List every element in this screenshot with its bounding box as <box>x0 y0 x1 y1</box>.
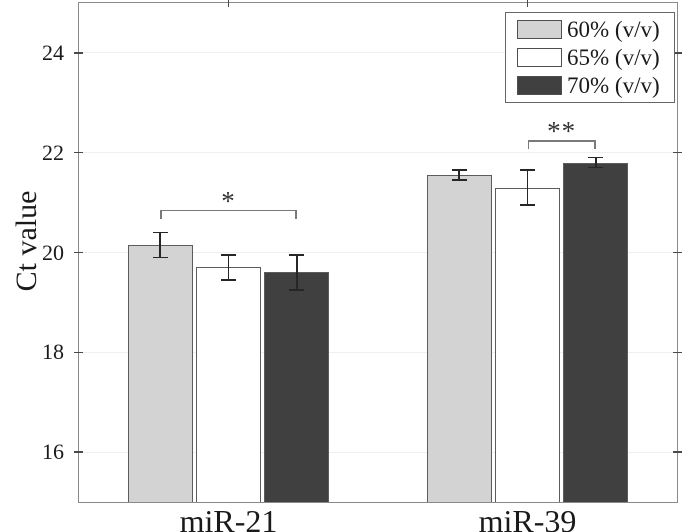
y-tick-mark <box>673 351 682 354</box>
error-bar-cap <box>451 179 467 181</box>
bar-miR-21-70% <box>264 272 330 503</box>
y-tick-mark <box>673 151 682 154</box>
bar-miR-39-70% <box>563 162 629 503</box>
error-bar-cap <box>588 166 604 169</box>
y-tick-label: 24 <box>42 39 64 65</box>
sig-bracket-tick <box>160 210 162 220</box>
legend-label: 65% (v/v) <box>567 44 660 70</box>
gridline <box>79 152 677 154</box>
gridline <box>79 252 677 253</box>
sig-bracket-line <box>160 210 297 212</box>
significance-stars: ** <box>547 116 577 147</box>
bar-miR-21-65% <box>196 267 261 503</box>
error-bar <box>227 254 230 280</box>
gridline <box>79 351 677 353</box>
bar-miR-39-65% <box>495 187 560 503</box>
significance-stars: * <box>221 186 236 217</box>
sig-bracket-tick <box>295 210 297 220</box>
error-bar-cap <box>451 169 467 171</box>
error-bar-cap <box>588 156 604 159</box>
y-tick-label: 22 <box>42 139 64 165</box>
y-tick-mark <box>74 351 83 354</box>
y-tick-label: 18 <box>42 339 64 365</box>
bar-miR-21-60% <box>127 245 193 503</box>
y-tick-mark <box>673 251 682 254</box>
y-tick-mark <box>673 451 682 453</box>
error-bar <box>458 170 460 181</box>
error-bar-cap <box>520 204 535 206</box>
legend-item: 70% (v/v) <box>506 73 674 98</box>
legend: 60% (v/v) 65% (v/v) 70% (v/v) <box>505 12 675 103</box>
y-tick-mark <box>74 52 83 54</box>
error-bar-cap <box>289 254 305 256</box>
legend-swatch-65-percent <box>517 47 562 67</box>
error-bar-cap <box>152 231 168 234</box>
sig-bracket-tick <box>527 140 529 150</box>
sig-bracket-tick <box>594 140 596 150</box>
legend-item: 65% (v/v) <box>506 45 674 70</box>
error-bar <box>526 170 529 206</box>
legend-item: 60% (v/v) <box>506 17 674 42</box>
error-bar-cap <box>221 279 236 281</box>
y-tick-label: 20 <box>42 239 64 265</box>
x-tick-mark <box>526 0 529 7</box>
sig-bracket-line <box>527 140 596 142</box>
y-tick-label: 16 <box>42 439 64 465</box>
y-tick-mark <box>74 151 83 154</box>
legend-label: 60% (v/v) <box>567 17 660 43</box>
legend-swatch-70-percent <box>517 75 562 95</box>
error-bar-cap <box>289 289 305 291</box>
legend-label: 70% (v/v) <box>567 72 660 98</box>
y-tick-mark <box>74 451 83 453</box>
error-bar <box>296 254 298 290</box>
error-bar <box>159 232 161 258</box>
x-tick-label: miR-21 <box>179 503 278 532</box>
legend-swatch-60-percent <box>517 20 562 40</box>
x-tick-mark <box>227 0 230 7</box>
x-tick-label: miR-39 <box>478 503 577 532</box>
gridline <box>79 451 677 453</box>
error-bar-cap <box>520 169 535 171</box>
gridline <box>79 52 677 54</box>
y-tick-mark <box>673 52 682 54</box>
bar-miR-39-60% <box>426 175 492 503</box>
error-bar-cap <box>221 254 236 256</box>
error-bar-cap <box>152 256 168 259</box>
error-bar <box>595 157 597 168</box>
y-tick-mark <box>74 251 83 254</box>
